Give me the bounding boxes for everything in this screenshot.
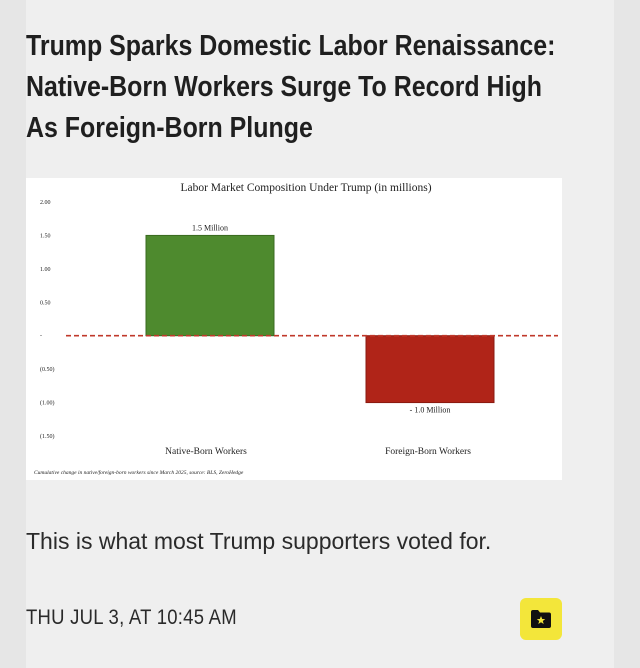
x-tick-label: Foreign-Born Workers — [385, 447, 471, 457]
folder-star-icon — [531, 610, 551, 628]
x-tick-label: Native-Born Workers — [165, 447, 247, 457]
data-label: 1.5 Million — [192, 223, 228, 232]
y-tick-label: (1.50) — [40, 433, 55, 440]
bar-chart: Labor Market Composition Under Trump (in… — [34, 182, 558, 476]
y-tick-label: 0.50 — [40, 300, 51, 306]
bar-foreign-born — [365, 335, 495, 404]
chart-image: Labor Market Composition Under Trump (in… — [26, 178, 562, 480]
y-tick-label: - — [40, 334, 42, 340]
post-caption: This is what most Trump supporters voted… — [26, 528, 492, 554]
y-tick-label: 1.50 — [40, 233, 51, 239]
y-tick-label: 2.00 — [40, 200, 51, 206]
post-timestamp: THU JUL 3, AT 10:45 AM — [26, 606, 237, 629]
x-axis-labels: Native-Born Workers Foreign-Born Workers — [165, 447, 471, 457]
y-axis-ticks: 2.00 1.50 1.00 0.50 - (0.50) (1.00) (1.50) — [40, 200, 55, 440]
data-label: - 1.0 Million — [410, 406, 451, 415]
chart-source: Cumulative change in native/foreign-born… — [34, 469, 244, 476]
chart-title: Labor Market Composition Under Trump (in… — [180, 182, 431, 194]
save-button[interactable] — [520, 598, 562, 640]
y-tick-label: 1.00 — [40, 267, 51, 273]
y-tick-label: (0.50) — [40, 366, 55, 373]
headline: Trump Sparks Domestic Labor Renaissance:… — [26, 30, 556, 144]
y-tick-label: (1.00) — [40, 400, 55, 407]
bars: 1.5 Million - 1.0 Million — [66, 223, 558, 415]
bar-native-born — [145, 234, 275, 337]
